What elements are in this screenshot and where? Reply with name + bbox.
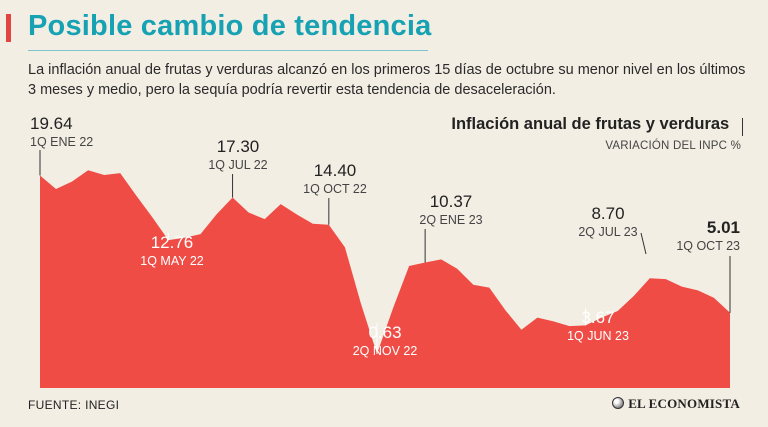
annotation-value: 10.37 bbox=[430, 192, 473, 211]
annotation-value: 0.63 bbox=[368, 323, 401, 342]
globe-icon bbox=[612, 397, 625, 409]
annotation-value: 14.40 bbox=[314, 161, 357, 180]
title-accent-bar bbox=[6, 14, 11, 42]
annotation-label: 1Q ENE 22 bbox=[30, 135, 93, 149]
chart-subtitle: VARIACIÓN DEL INPC % bbox=[605, 140, 741, 152]
annotation-label: 1Q JUN 23 bbox=[567, 329, 629, 343]
annotation-1q-ene-22: 19.64 1Q ENE 22 bbox=[30, 114, 93, 176]
annotation-value: 12.76 bbox=[151, 233, 194, 252]
annotation-2q-nov-22: 0.63 2Q NOV 22 bbox=[353, 323, 418, 358]
annotation-value: 5.01 bbox=[707, 218, 740, 237]
chart-title: Inflación anual de frutas y verduras bbox=[451, 115, 743, 134]
annotation-leader-line bbox=[640, 232, 647, 255]
annotation-1q-jul-22: 17.30 1Q JUL 22 bbox=[208, 137, 268, 198]
annotation-label: 1Q OCT 22 bbox=[303, 182, 367, 196]
chart-title-divider bbox=[742, 118, 743, 136]
source-note: FUENTE: INEGI bbox=[28, 398, 120, 412]
brand-logo: EL ECONOMISTA bbox=[612, 396, 740, 412]
annotation-2q-jul-23: 8.70 2Q JUL 23 bbox=[578, 204, 647, 255]
annotation-label: 2Q JUL 23 bbox=[578, 225, 637, 239]
annotation-label: 2Q ENE 23 bbox=[419, 213, 482, 227]
annotation-label: 1Q JUL 22 bbox=[208, 158, 267, 172]
annotation-value: 8.70 bbox=[591, 204, 624, 223]
annotation-2q-ene-23: 10.37 2Q ENE 23 bbox=[419, 192, 483, 263]
chart-title-text: Inflación anual de frutas y verduras bbox=[451, 115, 730, 133]
annotation-1q-oct-22: 14.40 1Q OCT 22 bbox=[303, 161, 367, 225]
title-divider bbox=[28, 50, 428, 51]
annotation-value: 3.67 bbox=[581, 308, 614, 327]
inflation-area-series bbox=[40, 170, 730, 388]
page-subtitle: La inflación anual de frutas y verduras … bbox=[28, 62, 746, 98]
annotation-1q-oct-23: 5.01 1Q OCT 23 bbox=[676, 218, 740, 313]
page-title: Posible cambio de tendencia bbox=[28, 10, 432, 42]
annotation-value: 19.64 bbox=[30, 114, 73, 133]
annotation-label: 2Q NOV 22 bbox=[353, 344, 418, 358]
annotation-1q-may-22: 12.76 1Q MAY 22 bbox=[140, 233, 204, 268]
brand-name: EL ECONOMISTA bbox=[628, 396, 740, 411]
annotation-label: 1Q MAY 22 bbox=[140, 254, 204, 268]
annotation-label: 1Q OCT 23 bbox=[676, 239, 740, 253]
annotation-value: 17.30 bbox=[217, 137, 260, 156]
annotation-1q-jun-23: 3.67 1Q JUN 23 bbox=[567, 308, 629, 343]
